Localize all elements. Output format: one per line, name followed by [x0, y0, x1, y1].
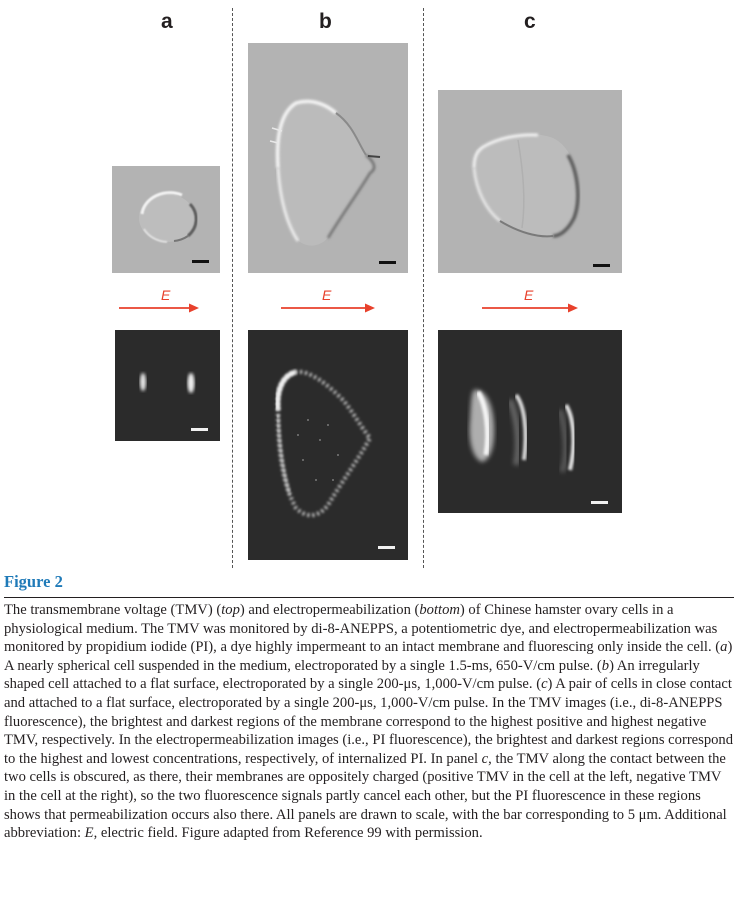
electric-field-label-c: E	[524, 287, 534, 303]
electric-field-label-a: E	[161, 287, 171, 303]
scale-bar	[191, 428, 208, 431]
panel-label-c: c	[524, 10, 536, 33]
tmv-image-c	[438, 90, 622, 273]
caption-rule	[4, 597, 734, 598]
figure-caption: The transmembrane voltage (TMV) (top) an…	[4, 602, 734, 842]
pi-image-c	[438, 330, 622, 513]
pi-image-b	[248, 330, 408, 560]
scale-bar	[192, 260, 209, 263]
scale-bar	[591, 501, 608, 504]
electric-field-label-b: E	[322, 287, 332, 303]
tmv-image-b	[248, 43, 408, 273]
scale-bar	[593, 264, 610, 267]
tmv-image-a	[112, 166, 220, 273]
electric-field-arrow-c	[482, 303, 578, 313]
figure-title: Figure 2	[4, 572, 63, 591]
column-divider	[423, 8, 424, 568]
electric-field-arrow-a	[119, 303, 199, 313]
electric-field-arrow-b	[281, 303, 375, 313]
scale-bar	[378, 546, 395, 549]
pi-image-a	[115, 330, 220, 441]
column-divider	[232, 8, 233, 568]
panel-label-a: a	[161, 10, 173, 33]
panel-label-b: b	[319, 10, 332, 33]
scale-bar	[379, 261, 396, 264]
